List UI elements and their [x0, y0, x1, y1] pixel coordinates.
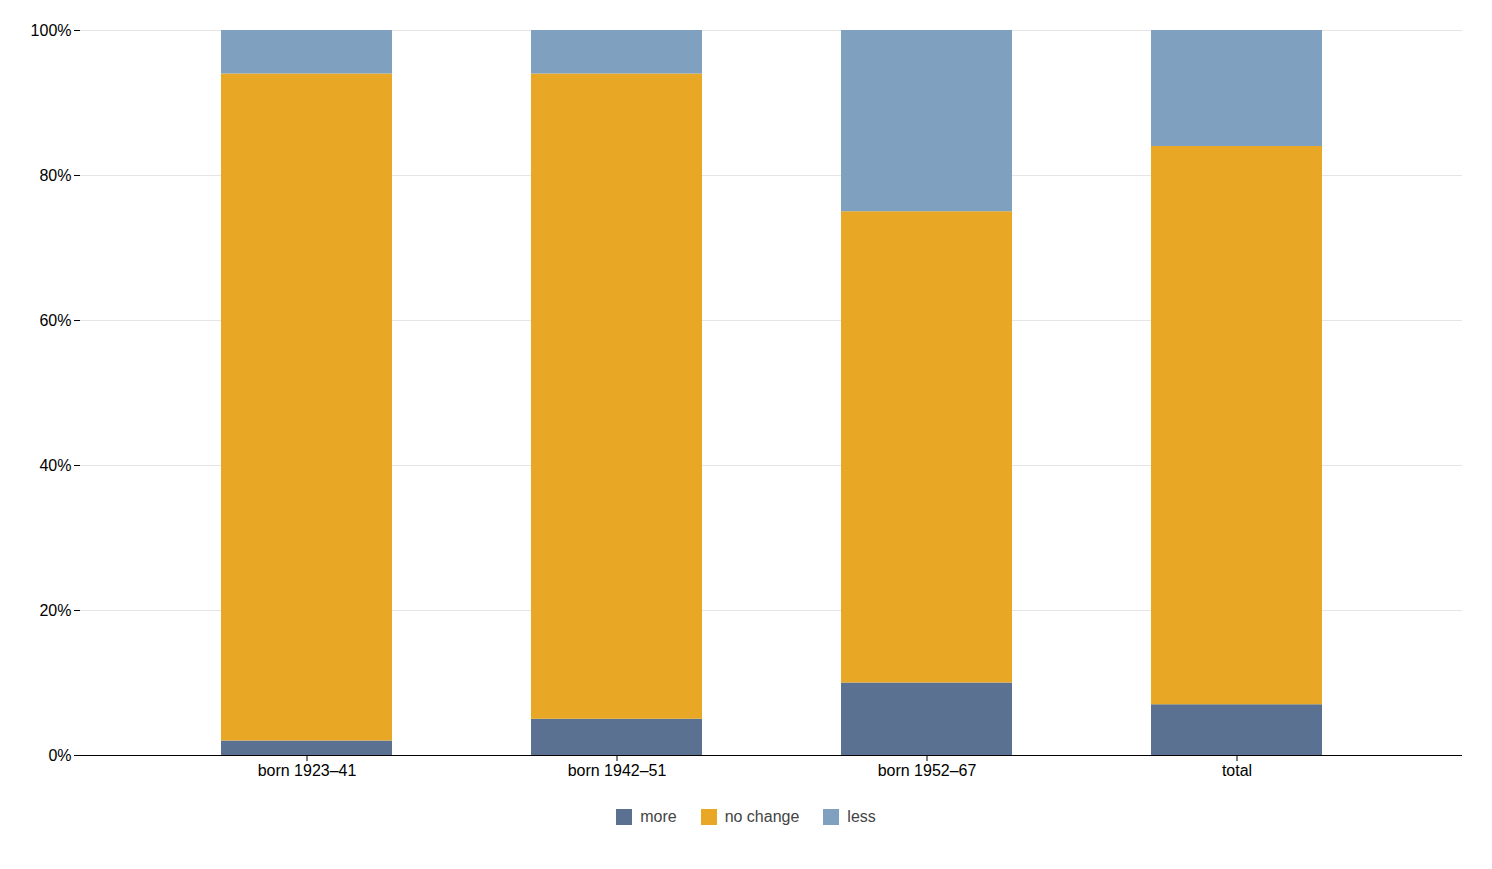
svg-text:born 1952–67: born 1952–67	[878, 762, 977, 779]
svg-text:60%: 60%	[39, 312, 71, 329]
svg-text:80%: 80%	[39, 167, 71, 184]
svg-text:100%: 100%	[31, 22, 72, 39]
svg-text:born 1942–51: born 1942–51	[568, 762, 667, 779]
svg-text:20%: 20%	[39, 602, 71, 619]
html-text:more: more	[640, 808, 677, 825]
svg-text:0%: 0%	[48, 747, 71, 764]
html-text:less: less	[847, 808, 876, 825]
svg-text:40%: 40%	[39, 457, 71, 474]
svg-text:total: total	[1222, 762, 1252, 779]
svg-text:born 1923–41: born 1923–41	[258, 762, 357, 779]
html-text:no change: no change	[724, 808, 800, 825]
